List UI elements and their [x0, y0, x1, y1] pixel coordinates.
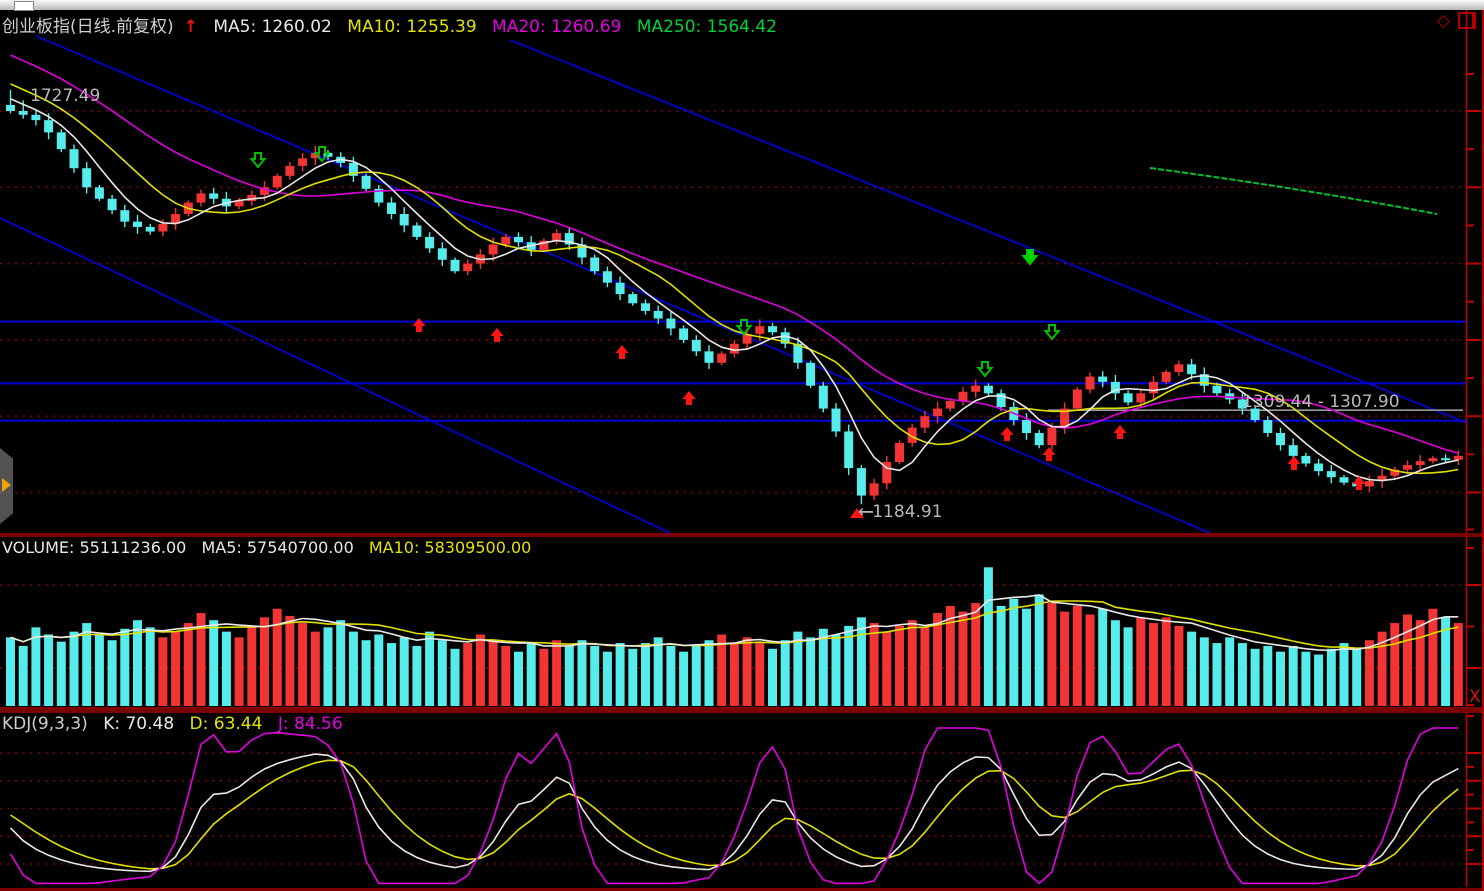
kdj-k-value: K: 70.48 — [103, 714, 175, 734]
pane-divider-top — [0, 535, 1484, 537]
volume-pane[interactable]: VOLUME: 55111236.00 MA5: 57540700.00 MA1… — [0, 535, 1484, 711]
ma250-line — [1149, 167, 1438, 215]
ma20-value: MA20: 1260.69 — [492, 17, 622, 37]
kdj-lines — [9, 727, 1459, 885]
price-axis — [1465, 535, 1481, 707]
volume-ma10-value: MA10: 58309500.00 — [368, 538, 532, 557]
ma10-value: MA10: 1255.39 — [347, 17, 477, 37]
diamond-icon[interactable]: ◇ — [1436, 10, 1450, 31]
grid-layer — [0, 752, 1467, 865]
pane-divider — [0, 533, 1484, 535]
ma-lines — [10, 54, 1459, 482]
price-axis — [1465, 711, 1481, 887]
signal-arrows — [249, 146, 1366, 518]
kdj-header: KDJ(9,3,3) K: 70.48 D: 63.44 J: 84.56 — [2, 714, 353, 734]
ma250-value: MA250: 1564.42 — [636, 17, 777, 37]
top-scrollbar[interactable] — [0, 0, 1484, 11]
volume-ma5-value: MA5: 57540700.00 — [201, 538, 354, 557]
window-toggle-icon[interactable] — [1458, 12, 1476, 29]
volume-header: VOLUME: 55111236.00 MA5: 57540700.00 MA1… — [2, 538, 541, 557]
support-lines — [0, 35, 1468, 534]
grid-layer — [0, 110, 1467, 494]
scrollbar-thumb[interactable] — [14, 1, 34, 11]
close-pane-button[interactable]: X — [1469, 687, 1481, 707]
main-chart-pane[interactable]: 创业板指(日线.前复权) ↑ MA5: 1260.02 MA10: 1255.39… — [0, 10, 1484, 535]
ma5-value: MA5: 1260.02 — [213, 17, 332, 37]
sidebar-expand-tab[interactable] — [0, 448, 13, 524]
candlestick-chart[interactable] — [0, 10, 1484, 535]
grid-layer — [0, 584, 1467, 669]
window-right-border — [1482, 10, 1484, 891]
pane-divider-bottom — [0, 707, 1484, 711]
volume-ma-lines — [10, 594, 1459, 652]
kdj-name: KDJ(9,3,3) — [2, 714, 88, 734]
price-axis — [1465, 10, 1481, 535]
kdj-pane[interactable]: KDJ(9,3,3) K: 70.48 D: 63.44 J: 84.56 — [0, 711, 1484, 891]
high-price-label: 1727.49 — [30, 86, 101, 106]
pane-divider-top — [0, 711, 1484, 713]
kdj-chart[interactable] — [0, 711, 1484, 891]
expand-arrow-icon — [2, 478, 11, 492]
kdj-d-value: D: 63.44 — [189, 714, 263, 734]
window-bottom-border — [0, 888, 1484, 891]
chart-title: 创业板指(日线.前复权) — [2, 17, 174, 37]
volume-value: VOLUME: 55111236.00 — [2, 538, 187, 557]
volume-chart[interactable] — [0, 535, 1484, 711]
low-price-label: ←1184.91 — [858, 502, 943, 522]
candles-layer — [6, 90, 1463, 504]
up-arrow-icon: ↑ — [183, 17, 198, 37]
chart-header: 创业板指(日线.前复权) ↑ MA5: 1260.02 MA10: 1255.39… — [2, 12, 787, 37]
kdj-j-value: J: 84.56 — [277, 714, 343, 734]
range-price-label: 1309.44 - 1307.90 — [1242, 392, 1400, 412]
volume-bars — [6, 567, 1463, 706]
